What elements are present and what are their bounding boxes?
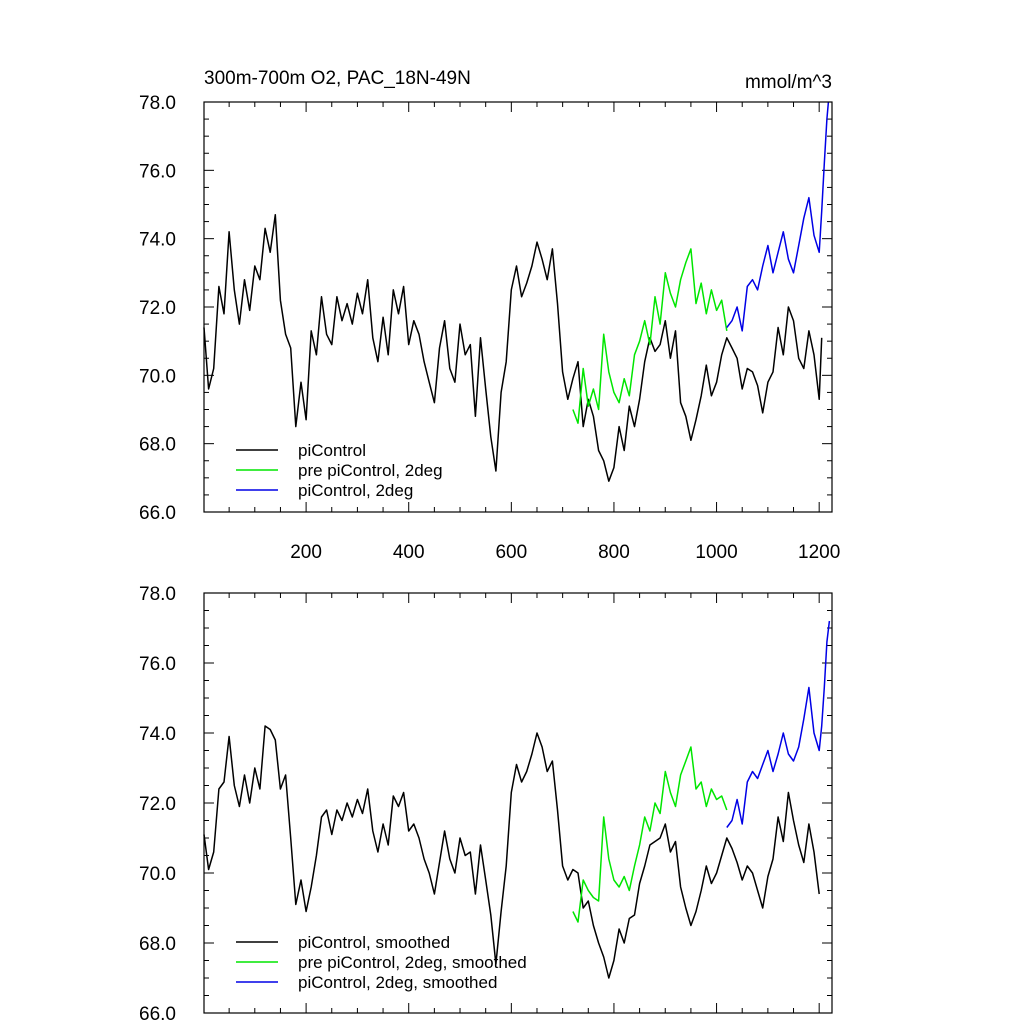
top-y-tick-labels: 66.0 68.0 70.0 72.0 74.0 76.0 78.0 bbox=[139, 93, 176, 524]
top-x-tick-label: 600 bbox=[495, 542, 527, 563]
bottom-y-tick-label: 70.0 bbox=[139, 864, 176, 885]
bottom-y-tick-label: 78.0 bbox=[139, 584, 176, 605]
top-x-tick-label: 1000 bbox=[695, 542, 737, 563]
units-label: mmol/m^3 bbox=[745, 72, 832, 93]
bottom-series-picontrol-smoothed bbox=[203, 725, 820, 979]
top-x-tick-label: 400 bbox=[393, 542, 425, 563]
bottom-plot-frame bbox=[203, 592, 833, 1014]
top-x-tick-labels: 200 400 600 800 1000 1200 bbox=[290, 542, 840, 563]
top-x-tick-label: 200 bbox=[290, 542, 322, 563]
bottom-series-group bbox=[203, 620, 831, 979]
top-x-tick-label: 800 bbox=[598, 542, 630, 563]
bottom-panel: 66.0 68.0 70.0 72.0 74.0 76.0 78.0 piControl, … bbox=[139, 584, 833, 1024]
top-y-tick-label: 66.0 bbox=[139, 503, 176, 524]
top-series-pre-picontrol-2deg bbox=[572, 248, 728, 424]
top-series-picontrol-2deg bbox=[726, 101, 830, 332]
chart-title: 300m-700m O2, PAC_18N-49N bbox=[204, 68, 471, 89]
top-plot-frame bbox=[203, 101, 833, 513]
top-y-tick-label: 74.0 bbox=[139, 230, 176, 251]
bottom-y-tick-label: 72.0 bbox=[139, 794, 176, 815]
bottom-y-tick-label: 68.0 bbox=[139, 934, 176, 955]
bottom-y-tick-label: 74.0 bbox=[139, 724, 176, 745]
bottom-y-tick-label: 76.0 bbox=[139, 654, 176, 675]
top-y-tick-label: 68.0 bbox=[139, 435, 176, 456]
top-y-tick-label: 72.0 bbox=[139, 298, 176, 319]
top-legend-label: piControl, 2deg bbox=[298, 481, 413, 500]
top-legend-label: piControl bbox=[298, 441, 366, 460]
top-y-tick-label: 70.0 bbox=[139, 366, 176, 387]
top-y-tick-label: 76.0 bbox=[139, 161, 176, 182]
bottom-y-tick-labels: 66.0 68.0 70.0 72.0 74.0 76.0 78.0 bbox=[139, 584, 176, 1024]
top-y-tick-label: 78.0 bbox=[139, 93, 176, 114]
top-legend-label: pre piControl, 2deg bbox=[298, 461, 443, 480]
top-ticks bbox=[204, 101, 832, 513]
bottom-series-pre-picontrol-2deg-smoothed bbox=[572, 746, 728, 923]
bottom-y-tick-label: 66.0 bbox=[139, 1004, 176, 1024]
bottom-legend-label: piControl, 2deg, smoothed bbox=[298, 973, 497, 992]
bottom-legend-label: pre piControl, 2deg, smoothed bbox=[298, 953, 527, 972]
top-series-picontrol bbox=[203, 213, 823, 482]
bottom-series-picontrol-2deg-smoothed bbox=[726, 620, 831, 828]
top-panel: 300m-700m O2, PAC_18N-49N mmol/m^3 66.06… bbox=[139, 68, 840, 563]
top-series-group bbox=[203, 101, 830, 482]
bottom-legend-label: piControl, smoothed bbox=[298, 933, 450, 952]
top-x-tick-label: 1200 bbox=[798, 542, 840, 563]
